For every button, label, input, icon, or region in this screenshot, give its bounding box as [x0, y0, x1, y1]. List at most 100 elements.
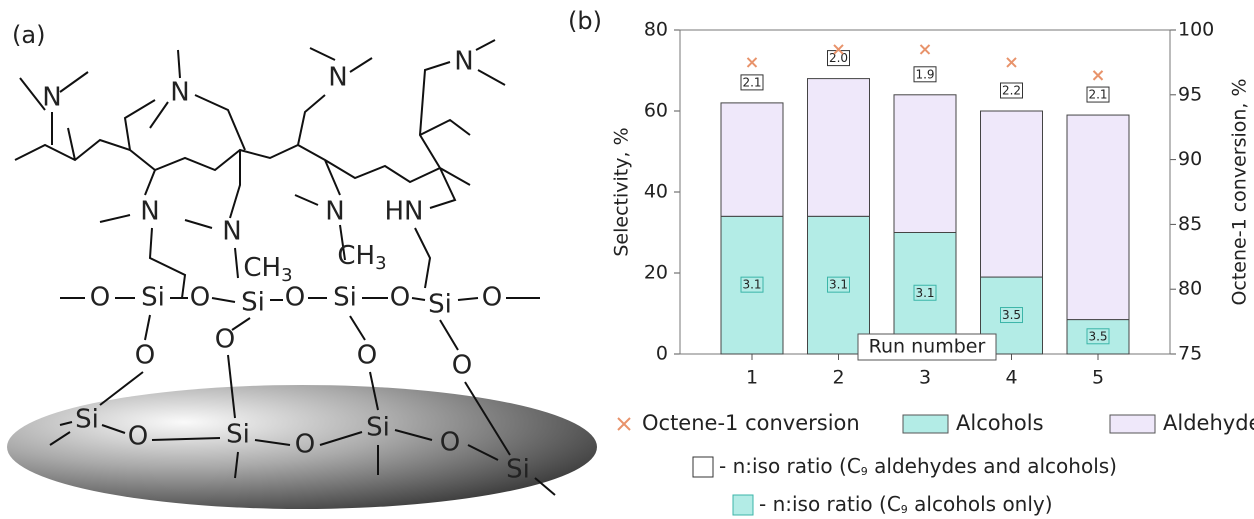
note-text: aldehydes and alcohols)	[868, 454, 1117, 478]
conversion-marker	[1006, 57, 1017, 68]
atom: O	[482, 283, 502, 313]
ratio-box	[1086, 328, 1110, 345]
y2-tick-label: 85	[1178, 213, 1202, 235]
ratio-box	[740, 74, 764, 91]
atom: Si	[226, 420, 250, 450]
bar-segment	[980, 110, 1043, 278]
y2-axis-label: Octene-1 conversion, %	[1229, 78, 1251, 305]
atom: N	[170, 78, 189, 108]
bar-segment	[720, 215, 784, 355]
ratio-label: 3.5	[1088, 329, 1107, 343]
conversion-marker	[1092, 70, 1104, 81]
ratio-label: 3.5	[1002, 308, 1021, 322]
atom: Si	[333, 283, 357, 313]
x-tick-label: 1	[746, 367, 758, 389]
atom: N	[140, 197, 159, 227]
x-tick-label: 2	[832, 367, 844, 389]
ratio-label: 2.2	[1002, 84, 1021, 98]
ratio-label: 3.1	[829, 278, 848, 292]
ratio-box	[1000, 307, 1023, 324]
x-tick-label: 5	[1092, 367, 1104, 389]
atom: N	[454, 47, 473, 77]
ratio-label: 1.9	[915, 67, 934, 81]
note-text: - n:iso ratio (C	[759, 492, 901, 516]
atom: Si	[428, 290, 452, 320]
y2-tick-label: 80	[1178, 278, 1202, 300]
legend-swatch	[902, 414, 949, 434]
ratio-box	[1086, 86, 1110, 103]
atom: N	[328, 63, 347, 93]
ratio-box	[1000, 82, 1023, 99]
methyl-main: CH	[243, 253, 281, 283]
atom: N	[222, 217, 241, 247]
legend-label: Aldehydes	[1163, 411, 1254, 435]
methyl: CH3	[243, 253, 292, 287]
x-tick-label: 3	[919, 367, 931, 389]
methyl-sub: 3	[281, 265, 292, 286]
atom: Si	[75, 405, 99, 435]
bar-segment	[807, 215, 870, 355]
conversion-marker	[746, 57, 758, 68]
y2-tick-label: 90	[1178, 148, 1202, 170]
atom: HN	[385, 197, 424, 227]
y2-tick-label: 100	[1178, 19, 1214, 41]
atom: Si	[506, 455, 530, 485]
atom: O	[285, 283, 305, 313]
atom: O	[295, 430, 315, 460]
atom: O	[135, 341, 155, 371]
x-tick-label: 4	[1005, 367, 1017, 389]
atom: O	[215, 325, 235, 355]
conversion-marker	[919, 44, 931, 55]
y-tick-label: 80	[644, 19, 668, 41]
legend-label: Octene-1 conversion	[642, 411, 860, 435]
bar-segment	[807, 78, 870, 217]
legend-swatch	[1109, 414, 1156, 434]
bar-segment	[1066, 114, 1130, 321]
atom: O	[128, 422, 148, 452]
atom: O	[440, 428, 460, 458]
atom: O	[357, 341, 377, 371]
panel-label: (a)	[12, 21, 45, 49]
methyl-main: CH	[337, 241, 375, 271]
panel-label: (b)	[568, 7, 602, 35]
ratio-label: 3.1	[742, 278, 761, 292]
ratio-box	[827, 276, 850, 293]
y-axis-label: Selectivity, %	[611, 127, 633, 256]
ratio-box	[913, 66, 937, 83]
legend-note-swatch	[732, 494, 754, 516]
y-tick-label: 60	[644, 100, 668, 122]
x-label-box	[857, 333, 997, 361]
methyl: CH3	[337, 241, 386, 275]
skeleton	[14, 39, 556, 496]
methyl-sub: 3	[375, 253, 386, 274]
x-axis-label: Run number	[869, 336, 986, 358]
panel-a: (a) N N N N N N N HN O Si O Si O Si O Si…	[7, 21, 597, 509]
conversion-marker	[833, 44, 844, 55]
ratio-box	[740, 276, 764, 293]
atom: Si	[366, 413, 390, 443]
atoms: N N N N N N N HN O Si O Si O Si O Si O O…	[42, 47, 530, 485]
legend-note-swatch	[692, 456, 714, 478]
ratio-label: 2.1	[1088, 88, 1107, 102]
note-sub: 9	[861, 465, 868, 478]
y-tick-label: 20	[644, 262, 668, 284]
legend-note: - n:iso ratio (C9 alcohols only)	[759, 492, 1053, 517]
legend-label: Alcohols	[956, 411, 1044, 435]
legend-marker	[617, 417, 631, 431]
y2-tick-label: 75	[1178, 343, 1202, 365]
ratio-label: 2.0	[829, 51, 848, 65]
bar-segment	[893, 94, 957, 233]
ratio-box	[913, 284, 937, 301]
silica-surface	[7, 385, 597, 509]
y2-tick-label: 95	[1178, 83, 1202, 105]
atom: Si	[241, 288, 265, 318]
atom: N	[325, 197, 344, 227]
y-tick-label: 0	[656, 343, 668, 365]
atom: O	[452, 351, 472, 381]
ratio-label: 3.1	[915, 286, 934, 300]
atom: O	[390, 283, 410, 313]
note-text: - n:iso ratio (C	[719, 454, 861, 478]
atom: O	[90, 283, 110, 313]
